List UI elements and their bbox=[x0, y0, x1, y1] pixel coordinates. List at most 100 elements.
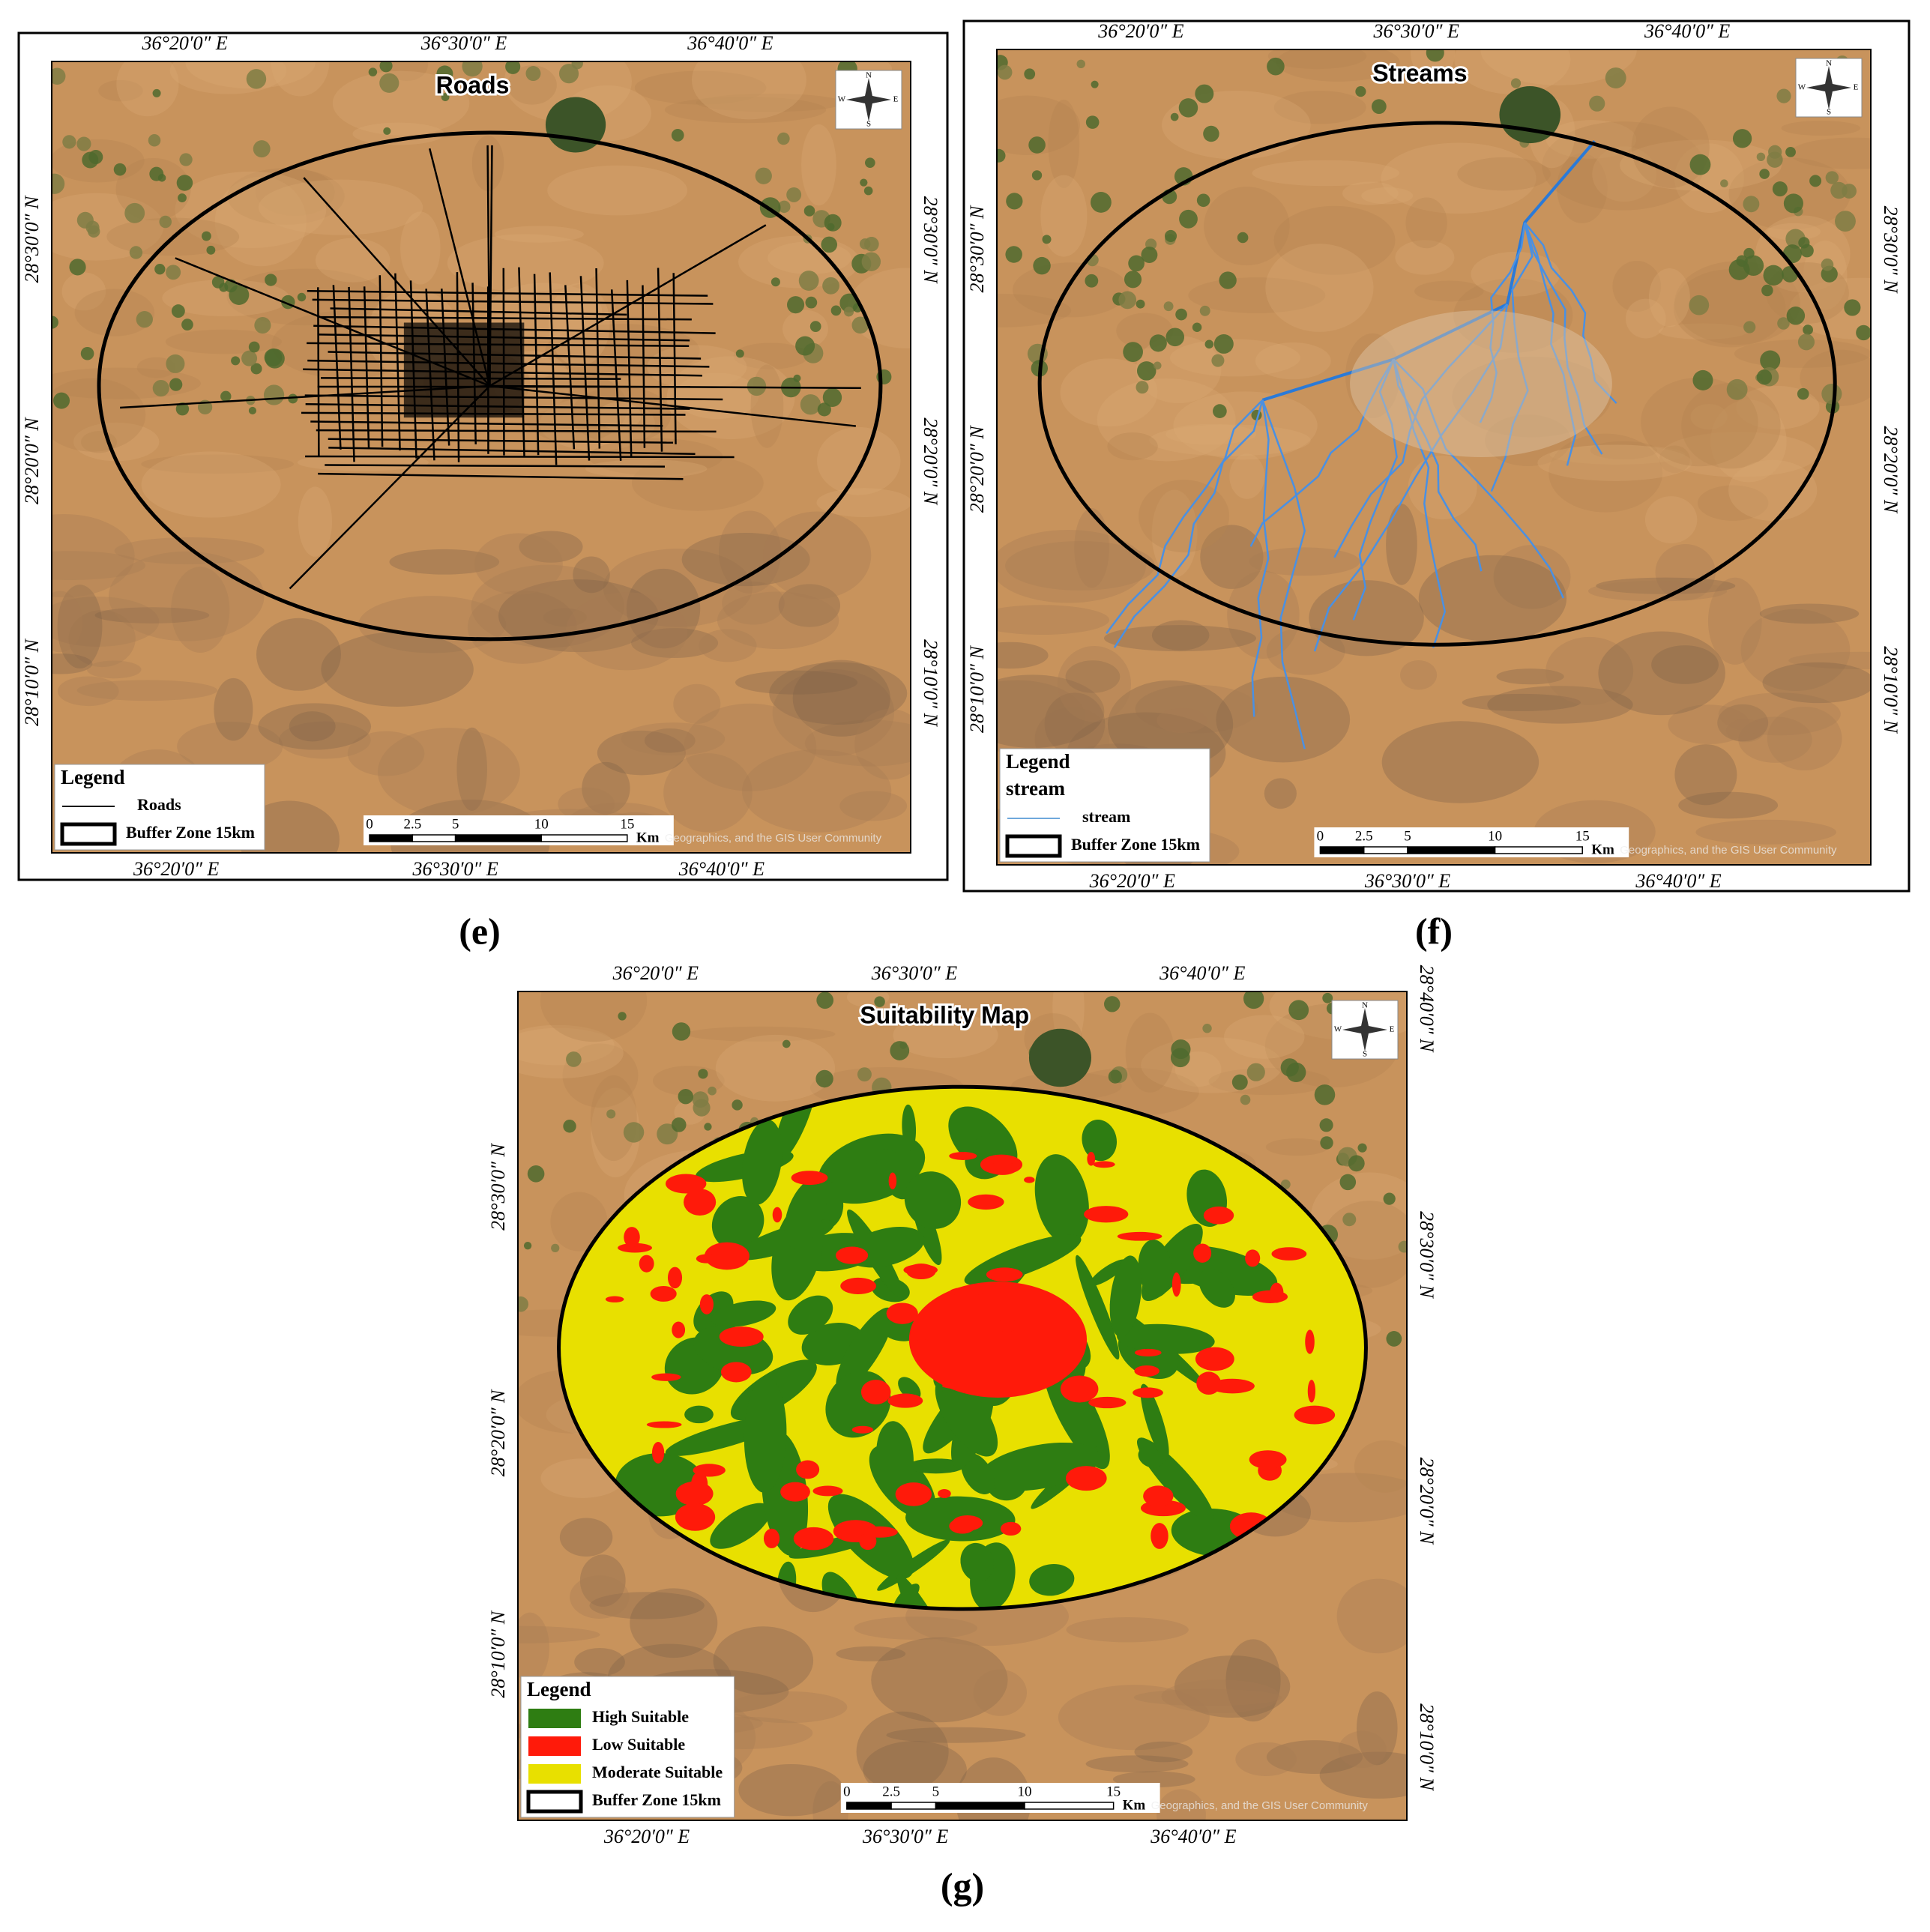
legend-box bbox=[999, 748, 1210, 863]
low-zone bbox=[986, 1267, 1023, 1282]
terrain bbox=[565, 592, 688, 671]
pivot-field bbox=[1605, 67, 1626, 88]
terrain bbox=[114, 537, 265, 564]
terrain bbox=[1229, 453, 1265, 499]
terrain bbox=[1728, 157, 1851, 230]
pivot-field bbox=[1091, 80, 1099, 88]
terrain bbox=[256, 169, 335, 217]
high-zone bbox=[742, 1119, 782, 1205]
pivot-field bbox=[839, 293, 859, 313]
terrain bbox=[539, 396, 655, 451]
longitude-label: 36°40′0″ E bbox=[1150, 1826, 1236, 1847]
terrain bbox=[1728, 459, 1818, 522]
latitude-label: 28°10′0″ N bbox=[487, 1610, 509, 1697]
suitability-layer bbox=[558, 1087, 1366, 1609]
terrain bbox=[1405, 197, 1447, 249]
scale-segment bbox=[890, 1802, 937, 1810]
pivot-field bbox=[149, 166, 164, 181]
terrain bbox=[1767, 706, 1842, 771]
terrain bbox=[1085, 1755, 1189, 1773]
pivot-field bbox=[786, 187, 802, 202]
terrain bbox=[631, 628, 719, 658]
road bbox=[310, 420, 663, 427]
pivot-field bbox=[1202, 1024, 1212, 1033]
terrain bbox=[1548, 433, 1663, 513]
terrain bbox=[722, 582, 785, 625]
pivot-field bbox=[202, 231, 211, 241]
terrain bbox=[1590, 441, 1657, 460]
terrain bbox=[347, 731, 425, 776]
pivot-field bbox=[288, 393, 298, 404]
pivot-field bbox=[1165, 327, 1185, 347]
stream bbox=[1393, 359, 1447, 648]
pivot-field bbox=[747, 376, 767, 396]
terrain bbox=[73, 422, 160, 462]
scale-segment bbox=[1319, 846, 1365, 854]
road bbox=[489, 145, 493, 386]
longitude-label: 36°30′0″ E bbox=[871, 962, 957, 984]
pivot-field bbox=[782, 1039, 791, 1048]
scale-segment bbox=[846, 1802, 892, 1810]
compass-label: W bbox=[1334, 1025, 1342, 1034]
low-zone bbox=[1024, 1177, 1035, 1183]
terrain bbox=[52, 378, 146, 452]
pivot-field bbox=[1118, 291, 1137, 310]
terrain bbox=[321, 632, 474, 707]
terrain bbox=[733, 342, 809, 369]
high-zone bbox=[1138, 1240, 1172, 1297]
pivot-field bbox=[136, 310, 153, 328]
longitude-label: 36°20′0″ E bbox=[603, 1826, 690, 1847]
latitude-label: 28°30′0″ N bbox=[966, 205, 988, 292]
pivot-field bbox=[1136, 299, 1145, 309]
scale-tick-label: 5 bbox=[932, 1784, 940, 1799]
pivot-field bbox=[824, 214, 842, 232]
terrain bbox=[1545, 636, 1634, 705]
pivot-field bbox=[795, 336, 815, 356]
terrain bbox=[474, 533, 563, 595]
urban-core bbox=[403, 322, 525, 418]
pivot-field bbox=[623, 1122, 645, 1143]
pivot-field bbox=[211, 276, 225, 289]
pivot-field bbox=[62, 135, 76, 149]
buffer-zone bbox=[97, 130, 883, 642]
pivot-field bbox=[1267, 57, 1285, 76]
pivot-field bbox=[863, 186, 873, 196]
low-zone bbox=[675, 1481, 714, 1506]
pivot-field bbox=[1743, 321, 1756, 333]
terrain bbox=[332, 70, 470, 136]
longitude-label: 36°20′0″ E bbox=[612, 962, 699, 984]
terrain bbox=[591, 1087, 640, 1178]
pivot-field bbox=[53, 392, 70, 409]
longitude-label: 36°40′0″ E bbox=[687, 32, 773, 54]
terrain bbox=[585, 459, 708, 478]
pivot-field bbox=[1393, 70, 1401, 78]
pivot-field bbox=[698, 1069, 708, 1079]
pivot-field bbox=[1785, 146, 1796, 157]
terrain bbox=[52, 653, 93, 674]
pivot-field bbox=[830, 305, 842, 316]
pivot-field bbox=[1141, 247, 1158, 263]
terrain bbox=[177, 721, 283, 771]
terrain bbox=[1493, 545, 1571, 609]
pivot-field bbox=[527, 1165, 545, 1183]
road bbox=[305, 455, 735, 459]
terrain bbox=[997, 529, 1146, 603]
urban-area bbox=[1350, 310, 1612, 457]
terrain bbox=[696, 93, 844, 112]
terrain bbox=[681, 533, 810, 587]
low-zone bbox=[1087, 1152, 1096, 1166]
road bbox=[325, 464, 665, 468]
terrain bbox=[1013, 262, 1129, 318]
pivot-field bbox=[1153, 361, 1162, 370]
pivot-field bbox=[1192, 322, 1202, 333]
terrain bbox=[1161, 1679, 1280, 1713]
pivot-field bbox=[1164, 229, 1177, 242]
terrain bbox=[812, 1781, 848, 1820]
legend-label: Moderate Suitable bbox=[592, 1763, 723, 1781]
terrain bbox=[1276, 49, 1400, 82]
pivot-field bbox=[1856, 324, 1871, 341]
scale-tick-label: 10 bbox=[1018, 1784, 1032, 1799]
terrain bbox=[1255, 342, 1331, 380]
pivot-field bbox=[1171, 1039, 1191, 1060]
terrain bbox=[98, 79, 143, 102]
